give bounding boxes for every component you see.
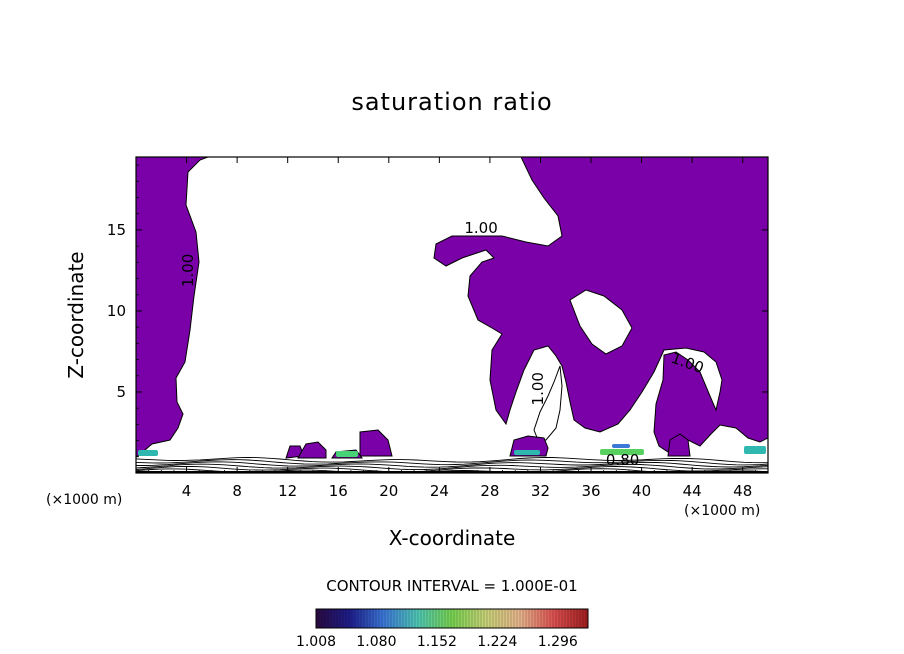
terrain-contour <box>136 463 768 471</box>
contour-label: 1.00 <box>179 254 197 287</box>
x-tick-label: 4 <box>182 482 192 500</box>
x-axis-label: X-coordinate <box>388 526 516 550</box>
x-tick-label: 32 <box>531 482 550 500</box>
high-value-patch <box>744 446 766 454</box>
x-tick-label: 40 <box>632 482 651 500</box>
high-value-patch <box>514 450 540 455</box>
region-blob <box>297 441 327 459</box>
colorbar-tick-label: 1.152 <box>417 634 457 650</box>
x-tick-label: 16 <box>329 482 348 500</box>
x-tick-label: 28 <box>480 482 499 500</box>
region-blob <box>667 433 691 457</box>
x-tick-label: 24 <box>430 482 449 500</box>
x-tick-label: 8 <box>232 482 242 500</box>
high-value-patch <box>138 450 158 456</box>
high-value-patch <box>612 444 630 448</box>
contour-label: 1.00 <box>464 219 497 237</box>
contour-label: 0.80 <box>606 451 639 469</box>
saturation-field: 1.001.001.001.000.80 <box>136 157 768 473</box>
region-left <box>136 157 209 457</box>
x-unit-label-right: (×1000 m) <box>684 503 761 519</box>
x-tick-label: 12 <box>278 482 297 500</box>
y-tick-label: 5 <box>116 383 126 401</box>
colorbar-tick-label: 1.224 <box>477 634 517 650</box>
terrain-contour <box>136 457 768 464</box>
region-hole <box>569 289 633 355</box>
x-tick-label: 36 <box>581 482 600 500</box>
x-unit-label-left: (×1000 m) <box>46 492 123 508</box>
chart-title: saturation ratio <box>351 88 553 116</box>
y-axis-label: Z-coordinate <box>64 251 88 379</box>
region-blob <box>359 429 393 457</box>
contour-label: 1.00 <box>529 372 547 405</box>
y-tick-label: 15 <box>107 221 126 239</box>
colorbar-tick-label: 1.296 <box>538 634 578 650</box>
colorbar <box>315 608 589 629</box>
x-tick-label: 48 <box>733 482 752 500</box>
terrain-contour <box>136 459 768 466</box>
terrain-contour <box>136 461 768 468</box>
terrain-contour <box>136 466 768 473</box>
contour-interval-text: CONTOUR INTERVAL = 1.000E-01 <box>326 577 578 595</box>
high-value-patch <box>336 451 358 457</box>
x-tick-label: 20 <box>379 482 398 500</box>
x-tick-label: 44 <box>683 482 702 500</box>
high-value-patch <box>600 449 644 455</box>
colorbar-tick-label: 1.008 <box>296 634 336 650</box>
colorbar-tick-label: 1.080 <box>356 634 396 650</box>
y-tick-label: 10 <box>107 302 126 320</box>
